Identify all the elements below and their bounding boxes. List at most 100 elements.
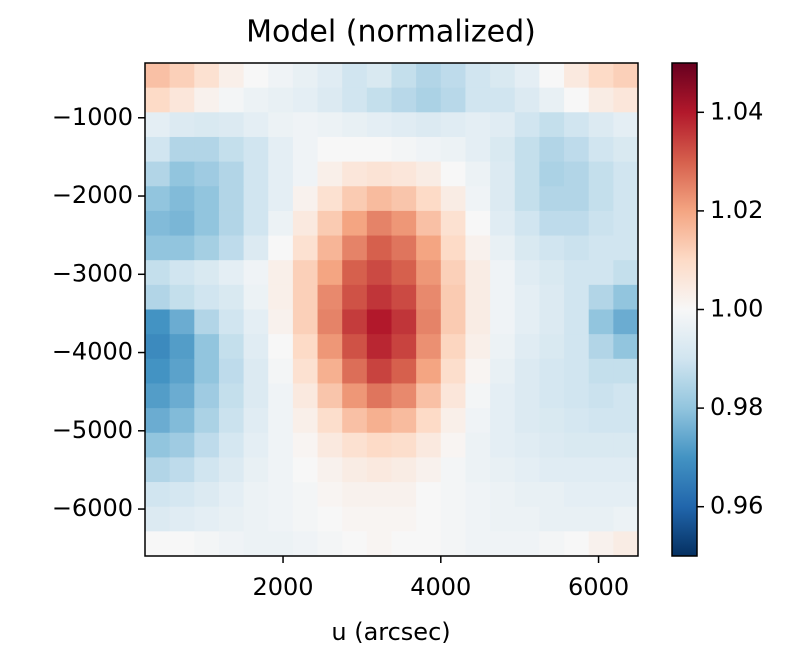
colorbar-tick-label: 1.00 <box>710 295 763 323</box>
colorbar-tick-label: 1.04 <box>710 97 763 125</box>
heatmap-cell <box>317 161 343 187</box>
heatmap-cell <box>564 432 590 458</box>
heatmap-cell <box>366 358 392 384</box>
heatmap-cell <box>440 260 466 286</box>
heatmap-cell <box>391 161 417 187</box>
heatmap-cell <box>169 136 195 163</box>
heatmap-cell <box>342 432 368 458</box>
heatmap-cell <box>440 161 466 187</box>
heatmap-cell <box>292 210 319 237</box>
heatmap-cell <box>416 63 442 89</box>
heatmap-cell <box>268 457 294 483</box>
heatmap-cell <box>465 309 491 335</box>
heatmap-cell <box>342 309 368 335</box>
heatmap-cell <box>342 161 368 187</box>
heatmap-cell <box>194 408 220 434</box>
heatmap-cell <box>366 235 392 261</box>
heatmap-cell <box>440 63 466 89</box>
heatmap-cell <box>490 531 516 557</box>
heatmap-cell <box>465 482 491 508</box>
heatmap-cell <box>465 358 491 384</box>
heatmap-cell <box>440 210 466 237</box>
heatmap-cell <box>218 358 245 384</box>
heatmap-cell <box>169 63 195 89</box>
heatmap-cell <box>588 235 614 261</box>
heatmap-cell <box>514 482 540 508</box>
plot-frame <box>144 62 639 557</box>
y-tick-label: −3000 <box>52 259 133 287</box>
heatmap-cell <box>564 63 590 89</box>
heatmap-cell <box>564 186 590 212</box>
heatmap-cell <box>514 334 540 360</box>
heatmap-cell <box>564 457 590 483</box>
heatmap-cell <box>440 531 466 557</box>
heatmap-cell <box>613 260 639 286</box>
heatmap-cell <box>194 457 220 483</box>
heatmap-cell <box>194 260 220 286</box>
heatmap-cell <box>218 235 245 261</box>
heatmap-cell <box>416 383 442 409</box>
heatmap-cell <box>490 506 516 532</box>
heatmap-cell <box>440 383 466 409</box>
heatmap-cell <box>145 457 171 483</box>
heatmap-cell <box>588 358 614 384</box>
heatmap-cell <box>440 235 466 261</box>
heatmap-cell <box>169 260 195 286</box>
heatmap-cell <box>539 235 565 261</box>
heatmap-cell <box>588 284 614 310</box>
heatmap-cell <box>391 531 417 557</box>
heatmap-cell <box>145 87 171 113</box>
heatmap-cell <box>342 87 368 113</box>
heatmap-cell <box>539 284 565 310</box>
heatmap-cell <box>268 284 294 310</box>
heatmap-cell <box>292 482 319 508</box>
heatmap-cell <box>194 284 220 310</box>
heatmap-cell <box>465 63 491 89</box>
heatmap-cell <box>416 358 442 384</box>
heatmap-cell <box>366 506 392 532</box>
colorbar-tick-label: 0.96 <box>710 492 763 520</box>
heatmap-cell <box>292 136 319 163</box>
heatmap-cell <box>268 482 294 508</box>
heatmap-cell <box>539 260 565 286</box>
heatmap-cell <box>465 210 491 237</box>
heatmap-cell <box>564 284 590 310</box>
heatmap-cell <box>613 235 639 261</box>
heatmap-cell <box>366 432 392 458</box>
heatmap-cell <box>564 506 590 532</box>
heatmap-cell <box>317 408 343 434</box>
heatmap-cell <box>588 161 614 187</box>
heatmap-cell <box>416 161 442 187</box>
heatmap-cell <box>194 186 220 212</box>
heatmap-cell <box>539 358 565 384</box>
heatmap-cell <box>391 260 417 286</box>
heatmap-cell <box>218 482 245 508</box>
heatmap-cell <box>416 284 442 310</box>
heatmap-cell <box>613 457 639 483</box>
heatmap-cell <box>391 383 417 409</box>
heatmap-cell <box>292 383 319 409</box>
x-axis-label: u (arcsec) <box>331 618 450 646</box>
heatmap-cell <box>416 112 442 138</box>
heatmap-cell <box>514 136 540 163</box>
heatmap-cell <box>268 136 294 163</box>
heatmap-cell <box>243 408 269 434</box>
heatmap-cell <box>490 136 516 163</box>
heatmap-cell <box>366 210 392 237</box>
heatmap-cell <box>440 506 466 532</box>
heatmap-cell <box>366 531 392 557</box>
heatmap-cell <box>391 186 417 212</box>
heatmap-cell <box>465 87 491 113</box>
heatmap-cell <box>194 531 220 557</box>
heatmap-cell <box>169 457 195 483</box>
heatmap-cell <box>588 531 614 557</box>
heatmap-cell <box>490 432 516 458</box>
heatmap-cell <box>564 136 590 163</box>
heatmap-cell <box>613 87 639 113</box>
heatmap-cell <box>490 186 516 212</box>
heatmap-cell <box>317 112 343 138</box>
heatmap-cell <box>194 506 220 532</box>
heatmap-cell <box>391 432 417 458</box>
heatmap-cell <box>613 63 639 89</box>
heatmap-cell <box>440 408 466 434</box>
